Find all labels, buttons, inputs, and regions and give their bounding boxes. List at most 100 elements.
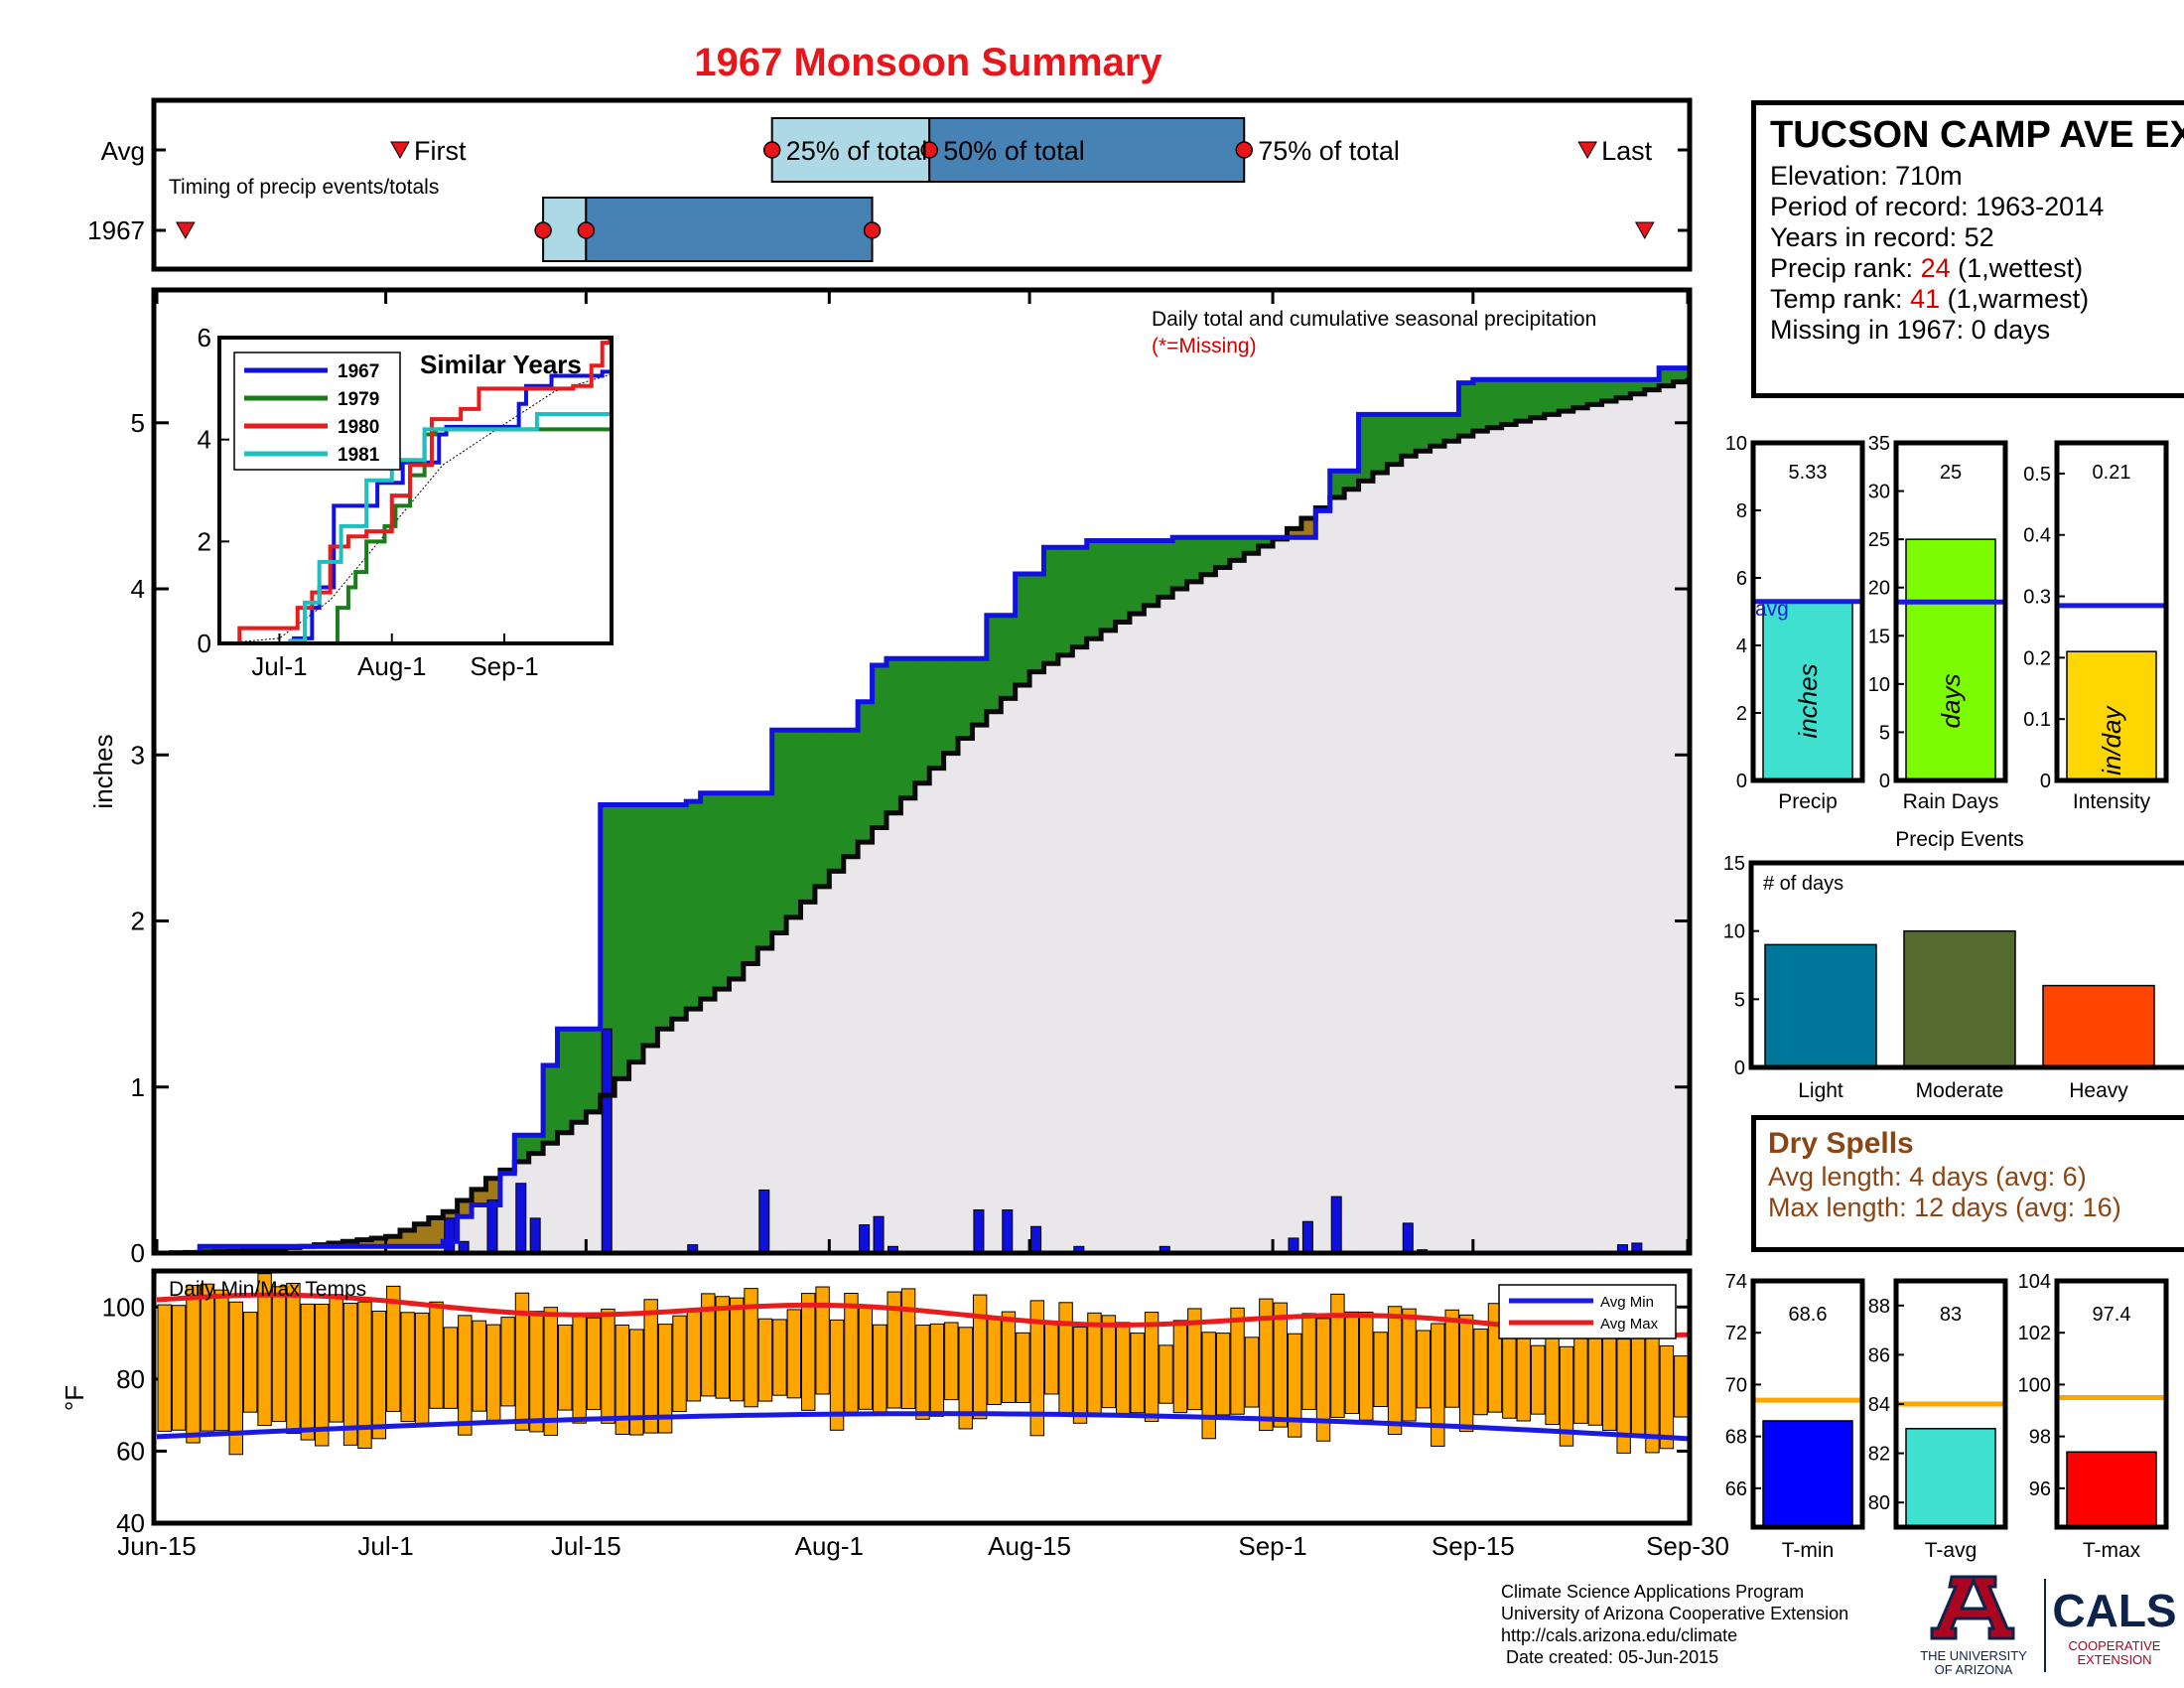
above-average-fill — [1229, 537, 1245, 561]
temp-bar — [900, 1288, 916, 1410]
panel-y-tick-label: 0.3 — [2023, 587, 2051, 609]
tpanel-y-tick-label: 102 — [2018, 1323, 2051, 1344]
panel-category-label: Precip — [1778, 790, 1838, 813]
above-average-fill — [1029, 573, 1045, 672]
above-average-fill — [1416, 414, 1432, 452]
above-average-fill — [800, 730, 816, 903]
tpanel-y-tick-label: 70 — [1725, 1374, 1747, 1396]
tpanel-bar-T-avg — [1905, 1428, 1996, 1528]
x-tick-label: Jul-15 — [551, 1531, 621, 1561]
temp-bar — [1473, 1328, 1488, 1416]
above-average-fill — [1186, 537, 1202, 582]
above-average-fill — [1430, 414, 1445, 447]
temp-bar — [1530, 1344, 1546, 1415]
panel-y-tick-label: 0 — [1879, 771, 1890, 792]
station-period: Period of record: 1963-2014 — [1770, 192, 2105, 221]
page-title: 1967 Monsoon Summary — [694, 41, 1162, 84]
credits-line-3[interactable]: http://cals.arizona.edu/climate — [1501, 1625, 1738, 1645]
above-average-fill — [514, 1135, 530, 1163]
temp-bar — [443, 1327, 459, 1409]
temp-bar — [1387, 1306, 1403, 1436]
above-average-fill — [900, 658, 916, 798]
temp-bar — [1301, 1313, 1316, 1410]
panel-y-tick-label: 6 — [1736, 568, 1747, 590]
cals-line-1: COOPERATIVE — [2069, 1638, 2161, 1653]
below-average-fill — [457, 1200, 473, 1217]
panel-y-tick-label: 35 — [1868, 433, 1890, 455]
temp-bar — [1573, 1330, 1588, 1424]
above-average-fill — [1144, 540, 1160, 606]
temp-bar — [815, 1286, 830, 1395]
events-y-tick-label: 15 — [1723, 853, 1745, 875]
first-last-marker — [175, 221, 196, 240]
temp-bar — [514, 1292, 530, 1431]
temp-bar — [1344, 1311, 1360, 1415]
panel-frame — [1893, 440, 2008, 783]
above-average-fill — [1644, 379, 1660, 390]
avg-box-50-75 — [928, 117, 1246, 183]
above-average-fill — [1258, 537, 1274, 547]
temp-bar — [186, 1285, 201, 1444]
daily-precip-bar — [486, 1198, 498, 1254]
daily-precip-bar — [1301, 1220, 1313, 1254]
above-average-fill — [729, 792, 745, 980]
tpanel-y-tick-label: 96 — [2029, 1478, 2051, 1500]
above-average-fill — [213, 1246, 229, 1252]
tpanel-y-tick-label: 86 — [1868, 1344, 1890, 1366]
panel-category-label: Rain Days — [1903, 790, 1999, 813]
panel-frame — [1750, 440, 1865, 783]
above-average-fill — [1516, 379, 1532, 422]
inset-legend-label: 1981 — [338, 445, 380, 466]
y-tick-label: 5 — [131, 408, 145, 438]
above-average-fill — [843, 730, 859, 857]
panel-y-tick-label: 0 — [1736, 771, 1747, 792]
tpanel-bar-T-min — [1762, 1420, 1853, 1528]
below-average-fill — [1300, 517, 1316, 538]
temp-bar — [1130, 1333, 1145, 1414]
below-average-fill — [371, 1237, 387, 1247]
temp-bar — [357, 1301, 372, 1449]
year-box-50-75 — [585, 197, 874, 262]
temp-bar — [529, 1311, 544, 1433]
below-average-fill — [356, 1239, 372, 1247]
above-average-fill — [1201, 537, 1217, 575]
temp-bar — [543, 1307, 559, 1436]
above-average-fill — [1129, 540, 1145, 615]
temp-bar — [315, 1303, 330, 1447]
timing-subtitle: Timing of precip events/totals — [169, 176, 439, 199]
temp-bar — [271, 1286, 287, 1423]
temp-bar — [200, 1283, 215, 1432]
above-average-fill — [1401, 414, 1417, 457]
temp-bar — [1359, 1312, 1374, 1421]
temp-bar — [458, 1315, 473, 1436]
avg-max-line — [156, 1292, 1689, 1338]
temp-bar — [1287, 1333, 1302, 1438]
y-tick-label: 4 — [131, 574, 145, 604]
cals-name: CALS — [2052, 1585, 2176, 1636]
temps-title: Daily Min/Max Temps — [169, 1278, 366, 1301]
daily-precip-bar — [444, 1217, 456, 1254]
tpanel-category-label: T-max — [2083, 1539, 2141, 1562]
temp-rank-value: 41 — [1910, 284, 1941, 314]
panel-bar-Precip — [1762, 600, 1853, 781]
above-average-fill — [1387, 414, 1403, 465]
legend-avg-min: Avg Min — [1600, 1294, 1654, 1311]
station-name: TUCSON CAMP AVE EXP — [1770, 114, 2184, 156]
timing-row-avg-label: Avg — [101, 136, 145, 166]
tpanel-y-tick-label: 82 — [1868, 1444, 1890, 1466]
temp-bar — [329, 1294, 343, 1423]
panel-frame — [2054, 440, 2169, 783]
temp-bar — [1587, 1335, 1603, 1426]
panel-y-tick-label: 0.2 — [2023, 647, 2051, 669]
panel-unit-label: inches — [1793, 663, 1823, 738]
above-average-fill — [1659, 367, 1675, 386]
panel-avg-label: avg — [1755, 598, 1789, 621]
temp-bar — [1230, 1307, 1245, 1415]
daily-precip-bar — [515, 1183, 527, 1254]
above-average-fill — [972, 658, 988, 726]
temp-bar — [1072, 1327, 1088, 1424]
label-50: 50% of total — [943, 136, 1085, 166]
temp-bar — [1559, 1345, 1574, 1447]
daily-precip-bar — [1002, 1209, 1014, 1254]
above-average-fill — [757, 792, 773, 948]
